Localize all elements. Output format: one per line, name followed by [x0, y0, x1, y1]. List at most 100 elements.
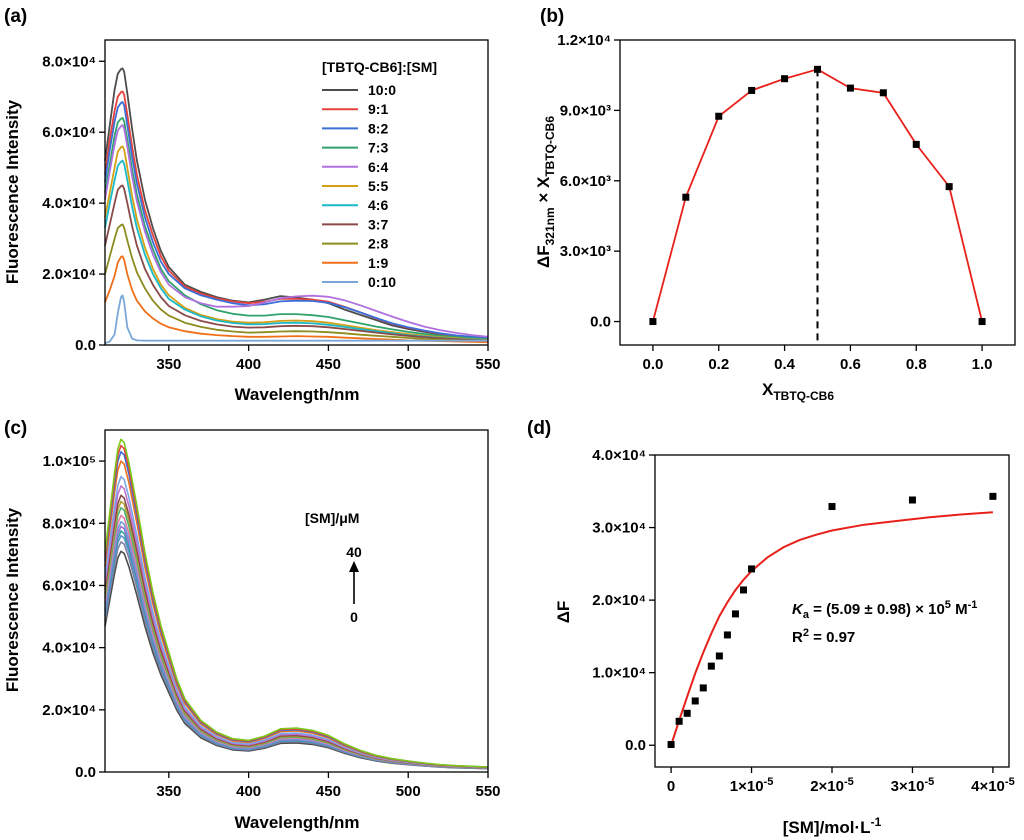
panel-a-legend: 10:0 9:1 8:2 7:3 6:4 5:5 4:6 3:7 2:8 1:9 0:10	[322, 82, 396, 290]
panel-c-y-tick-label: 4.0×10⁴	[42, 640, 96, 657]
panel-d-data-point	[748, 565, 756, 573]
panel-b-ylabel: ΔF321nm × XTBTQ-CB6	[534, 116, 557, 268]
panel-b-x-tick-label: 0.4	[774, 356, 796, 373]
panel-a-tag: (a)	[4, 6, 27, 27]
panel-a-legend-label: 4:6	[368, 197, 388, 213]
panel-d: (d) 0 1×10-5 2×10-5 3×10-5 4×10-5 0.0 1.0×10⁴ 2…	[527, 418, 1015, 837]
panel-a-legend-label: 3:7	[368, 216, 388, 232]
panel-d-data-point	[715, 652, 723, 660]
panel-a-y-tick-label: 8.0×10⁴	[42, 53, 96, 70]
panel-b-tag: (b)	[540, 6, 564, 27]
panel-c-x-tick-label: 500	[396, 783, 421, 800]
panel-d-r2-annotation: R2 = 0.97	[792, 627, 855, 646]
panel-d-xlabel: [SM]/mol·L-1	[783, 815, 882, 837]
panel-a-legend-label: 2:8	[368, 236, 388, 252]
panel-d-data-point	[667, 741, 675, 749]
panel-a-legend-label: 1:9	[368, 255, 388, 271]
panel-d-ylabel: ΔF	[554, 601, 573, 624]
panel-a-x-tick-label: 550	[475, 356, 500, 373]
panel-b-x-tick-label: 0.0	[642, 356, 663, 373]
panel-d-data-point	[675, 717, 683, 725]
panel-b-xlabel: XTBTQ-CB6	[762, 380, 834, 403]
panel-b-data-point	[715, 112, 723, 120]
panel-b-data-point	[945, 183, 953, 191]
panel-a-legend-label: 9:1	[368, 101, 388, 117]
panel-a-xlabel: Wavelength/nm	[235, 385, 360, 404]
panel-b-y-tick-label: 0.0	[590, 314, 611, 331]
panel-c-y-tick-label: 1.0×10⁵	[43, 453, 96, 470]
panel-a-series-line-6-4	[104, 124, 489, 338]
panel-a-legend-label: 0:10	[368, 274, 396, 290]
panel-d-data-point	[908, 496, 916, 504]
panel-c: (c) 350 400 450 500 5500.02.0×10⁴4.0×10⁴6.0×…	[3, 418, 501, 832]
panel-a-legend-label: 8:2	[368, 120, 388, 136]
panel-a-ticks: 350 400 450 500 550 0.0 2.0×10⁴ 4.0×10⁴ 6.0×10⁴ 8…	[42, 53, 500, 373]
panel-a-legend-title: [TBTQ-CB6]:[SM]	[322, 59, 437, 75]
panel-c-annotation-title: [SM]/μM	[305, 510, 359, 526]
panel-c-arrow-bottom-label: 0	[350, 609, 358, 625]
panel-c-tag: (c)	[4, 418, 27, 439]
panel-c-x-tick-label: 350	[156, 783, 181, 800]
panel-a-legend-label: 10:0	[368, 82, 396, 98]
panel-d-ticks: 0 1×10-5 2×10-5 3×10-5 4×10-5 0.0 1.0×10⁴ 2.0×1…	[592, 447, 1014, 795]
panel-d-data-point	[828, 503, 836, 511]
panel-d-data-point	[691, 697, 699, 705]
panel-b-data-point	[649, 318, 657, 326]
panel-d-x-tick-label: 0	[667, 778, 675, 795]
panel-c-series	[104, 438, 489, 770]
panel-b-x-tick-label: 0.6	[840, 356, 861, 373]
panel-d-data-point	[707, 662, 715, 670]
panel-c-y-tick-label: 2.0×10⁴	[42, 702, 96, 719]
panel-b-data-point	[748, 86, 756, 94]
panel-c-x-tick-label: 550	[475, 783, 500, 800]
panel-a-series-line-7-3	[104, 117, 489, 341]
panel-a-x-tick-label: 350	[156, 356, 181, 373]
panel-d-x-tick-label: 3×10-5	[891, 776, 935, 795]
panel-d-y-tick-label: 3.0×10⁴	[592, 520, 646, 537]
panel-b-y-tick-label: 9.0×10³	[560, 102, 611, 119]
panel-c-y-tick-label: 0.0	[75, 764, 96, 781]
panel-c-xlabel: Wavelength/nm	[235, 813, 360, 832]
panel-c-y-tick-label: 6.0×10⁴	[42, 577, 96, 594]
panel-b-data-point	[814, 65, 821, 73]
panel-c-series-line	[104, 450, 489, 768]
panel-c-series-line	[104, 438, 489, 768]
panel-d-x-tick-label: 1×10-5	[730, 776, 774, 795]
panel-d-ka-annotation: Ka = (5.09 ± 0.98) × 105 M-1	[792, 599, 977, 621]
panel-c-ticks: 350 400 450 500 5500.02.0×10⁴4.0×10⁴6.0×10⁴8…	[42, 453, 500, 800]
panel-a-legend-label: 6:4	[368, 159, 388, 175]
panel-d-y-tick-label: 4.0×10⁴	[592, 447, 646, 464]
panel-b-points	[649, 65, 986, 326]
panel-d-data-point	[731, 610, 739, 618]
panel-b-data-point	[682, 193, 690, 201]
panel-a: (a) 350 400 450 500 550 0.0 2.0×10⁴ 4.0×10⁴ 6.0×…	[3, 6, 501, 404]
panel-d-x-tick-label: 4×10-5	[971, 776, 1015, 795]
panel-b-data-point	[846, 84, 854, 92]
panel-d-y-tick-label: 0.0	[625, 737, 646, 754]
panel-b-y-tick-label: 3.0×10³	[560, 243, 611, 260]
panel-c-x-tick-label: 450	[316, 783, 341, 800]
panel-a-series	[104, 67, 489, 345]
panel-d-data-point	[723, 631, 731, 639]
panel-c-x-tick-label: 400	[236, 783, 261, 800]
panel-b-data-point	[912, 140, 920, 148]
panel-c-series-line	[104, 444, 489, 768]
panel-d-data-point	[740, 586, 747, 594]
panel-a-y-tick-label: 6.0×10⁴	[42, 124, 96, 141]
panel-b-data-point	[879, 89, 887, 97]
panel-c-series-line	[104, 485, 489, 769]
panel-a-y-tick-label: 2.0×10⁴	[42, 266, 96, 283]
panel-d-points	[667, 492, 997, 749]
panel-b: (b) 0.0 0.2 0.4 0.6 0.8 1.0 0.0 3.0×10³ 6.0×10³ 9…	[534, 6, 1016, 403]
panel-c-arrow-top-label: 40	[346, 544, 362, 560]
panel-b-y-tick-label: 1.2×10⁴	[557, 32, 611, 49]
panel-a-y-tick-label: 4.0×10⁴	[42, 195, 96, 212]
panel-a-ylabel: Fluorescence Intensity	[3, 99, 22, 284]
panel-c-ylabel: Fluorescence Intensity	[3, 507, 22, 692]
panel-b-data-point	[978, 318, 986, 326]
panel-d-data-point	[683, 709, 691, 717]
panel-a-series-line-5-5	[104, 145, 489, 341]
panel-b-x-tick-label: 0.8	[906, 356, 927, 373]
panel-d-y-tick-label: 2.0×10⁴	[592, 592, 646, 609]
